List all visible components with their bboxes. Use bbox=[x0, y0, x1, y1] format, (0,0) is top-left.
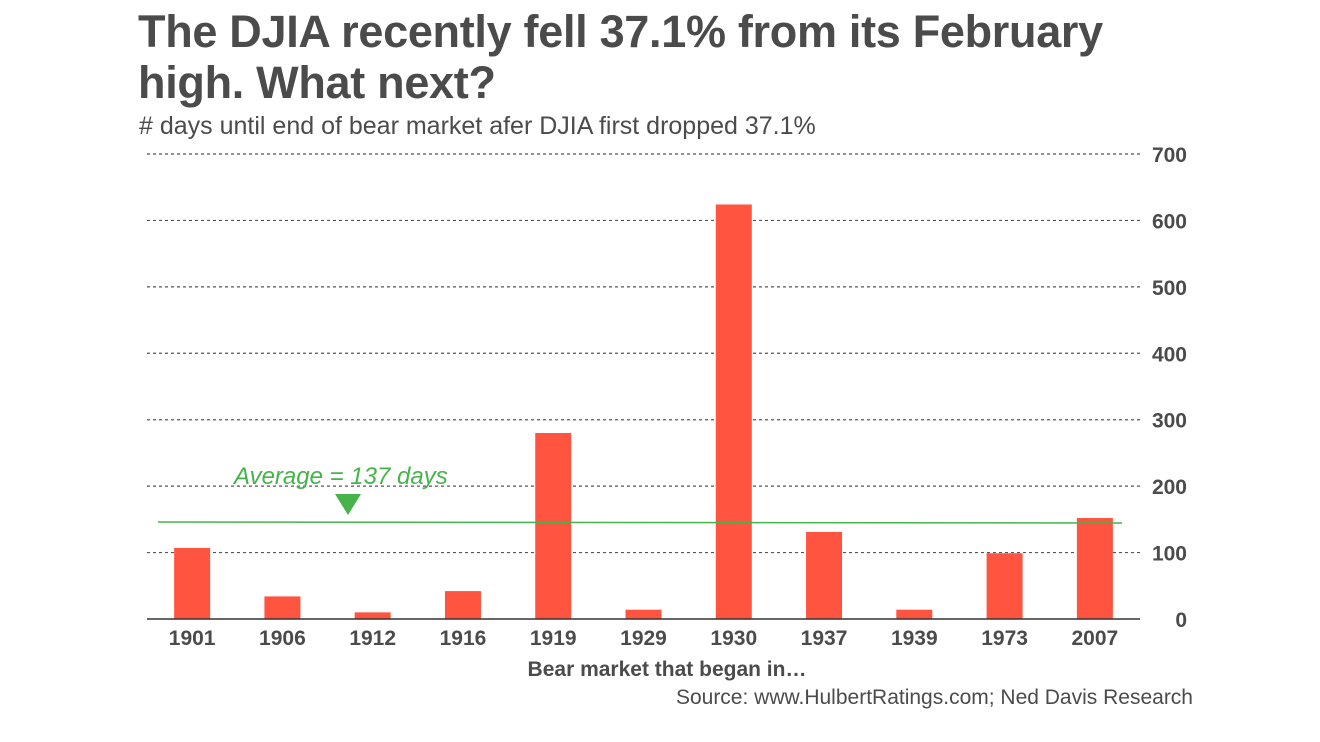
y-tick-label: 500 bbox=[1152, 277, 1187, 300]
x-tick-label: 1937 bbox=[801, 627, 848, 650]
x-tick-label: 2007 bbox=[1072, 627, 1119, 650]
chart-subtitle: # days until end of bear market afer DJI… bbox=[139, 112, 816, 140]
x-tick-label: 1939 bbox=[891, 627, 938, 650]
chart-title: The DJIA recently fell 37.1% from its Fe… bbox=[138, 6, 1103, 108]
x-tick-label: 1929 bbox=[620, 627, 667, 650]
x-tick-label: 1919 bbox=[530, 627, 577, 650]
average-annotation: Average = 137 days bbox=[157, 463, 1123, 524]
y-tick-label: 600 bbox=[1152, 210, 1187, 233]
bar bbox=[444, 591, 481, 619]
x-tick-label: 1906 bbox=[259, 627, 306, 650]
y-tick-label: 100 bbox=[1152, 543, 1187, 566]
bar bbox=[986, 553, 1023, 619]
average-line bbox=[157, 521, 1123, 524]
bar bbox=[625, 609, 662, 619]
x-tick-label: 1930 bbox=[710, 627, 757, 650]
y-tick-label: 700 bbox=[1152, 144, 1187, 167]
bar bbox=[806, 531, 843, 619]
average-marker-icon bbox=[335, 493, 361, 515]
x-axis-title: Bear market that began in… bbox=[528, 658, 807, 681]
bar bbox=[715, 204, 752, 619]
bar bbox=[264, 596, 301, 619]
source-note: Source: www.HulbertRatings.com; Ned Davi… bbox=[675, 686, 1193, 709]
bar bbox=[354, 612, 391, 619]
average-label: Average = 137 days bbox=[232, 463, 448, 490]
bars bbox=[174, 204, 1113, 619]
y-tick-label: 200 bbox=[1152, 476, 1187, 499]
y-tick-label: 0 bbox=[1175, 609, 1187, 632]
y-tick-label: 300 bbox=[1152, 410, 1187, 433]
gridlines bbox=[147, 153, 1140, 554]
x-tick-label: 1916 bbox=[440, 627, 487, 650]
x-tick-label: 1973 bbox=[981, 627, 1028, 650]
y-tick-label: 400 bbox=[1152, 343, 1187, 366]
axes: 0 100 200 300 400 500 600 700 1901 1906 1912 1916 19… bbox=[147, 144, 1187, 650]
x-tick-label: 1901 bbox=[169, 627, 216, 650]
x-tick-label: 1912 bbox=[349, 627, 396, 650]
bar bbox=[174, 547, 211, 619]
bar bbox=[535, 433, 572, 619]
bar bbox=[1076, 518, 1113, 619]
bar bbox=[896, 609, 933, 619]
